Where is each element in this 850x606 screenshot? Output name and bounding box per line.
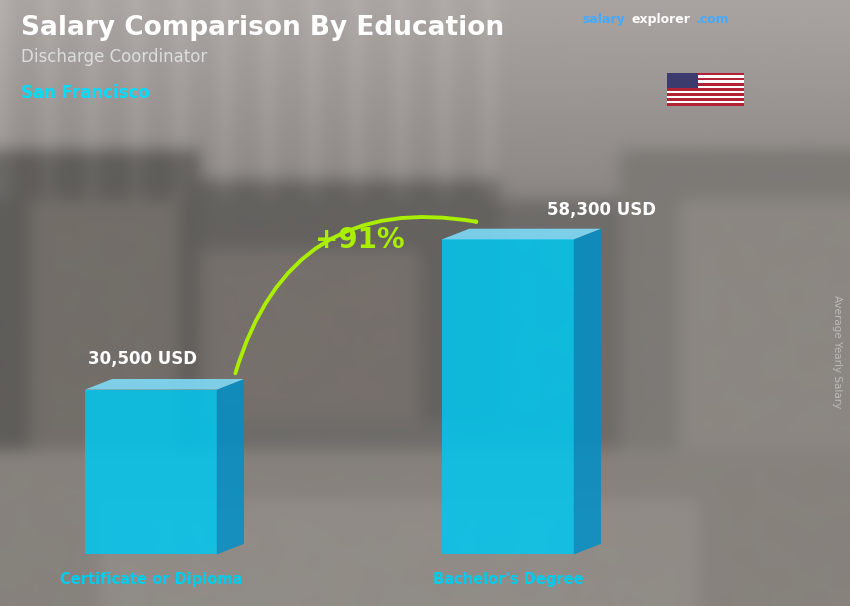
- Bar: [667, 83, 744, 85]
- Text: Certificate or Diploma: Certificate or Diploma: [60, 573, 242, 587]
- Bar: [667, 96, 744, 98]
- Bar: [667, 104, 744, 106]
- Bar: [667, 75, 744, 78]
- Bar: [667, 91, 744, 93]
- Text: 58,300 USD: 58,300 USD: [547, 201, 656, 219]
- Bar: [667, 73, 698, 88]
- Polygon shape: [85, 379, 244, 390]
- Bar: [667, 88, 744, 91]
- Bar: [667, 81, 744, 83]
- Polygon shape: [442, 228, 601, 239]
- Polygon shape: [85, 390, 217, 554]
- Text: San Francisco: San Francisco: [21, 84, 150, 102]
- Text: Discharge Coordinator: Discharge Coordinator: [21, 48, 207, 67]
- Text: +91%: +91%: [315, 226, 405, 254]
- Bar: [667, 78, 744, 81]
- Polygon shape: [217, 379, 244, 554]
- Text: .com: .com: [695, 13, 729, 26]
- Text: 30,500 USD: 30,500 USD: [88, 350, 197, 368]
- Text: Salary Comparison By Education: Salary Comparison By Education: [21, 15, 504, 41]
- Bar: [667, 93, 744, 96]
- Polygon shape: [442, 239, 574, 554]
- Bar: [667, 98, 744, 101]
- Bar: [667, 101, 744, 104]
- Text: explorer: explorer: [632, 13, 690, 26]
- FancyArrowPatch shape: [235, 217, 476, 373]
- Text: Bachelor's Degree: Bachelor's Degree: [433, 573, 583, 587]
- Bar: [667, 73, 744, 75]
- Text: salary: salary: [582, 13, 625, 26]
- Polygon shape: [574, 228, 601, 554]
- Text: Average Yearly Salary: Average Yearly Salary: [832, 295, 842, 408]
- Bar: [667, 85, 744, 88]
